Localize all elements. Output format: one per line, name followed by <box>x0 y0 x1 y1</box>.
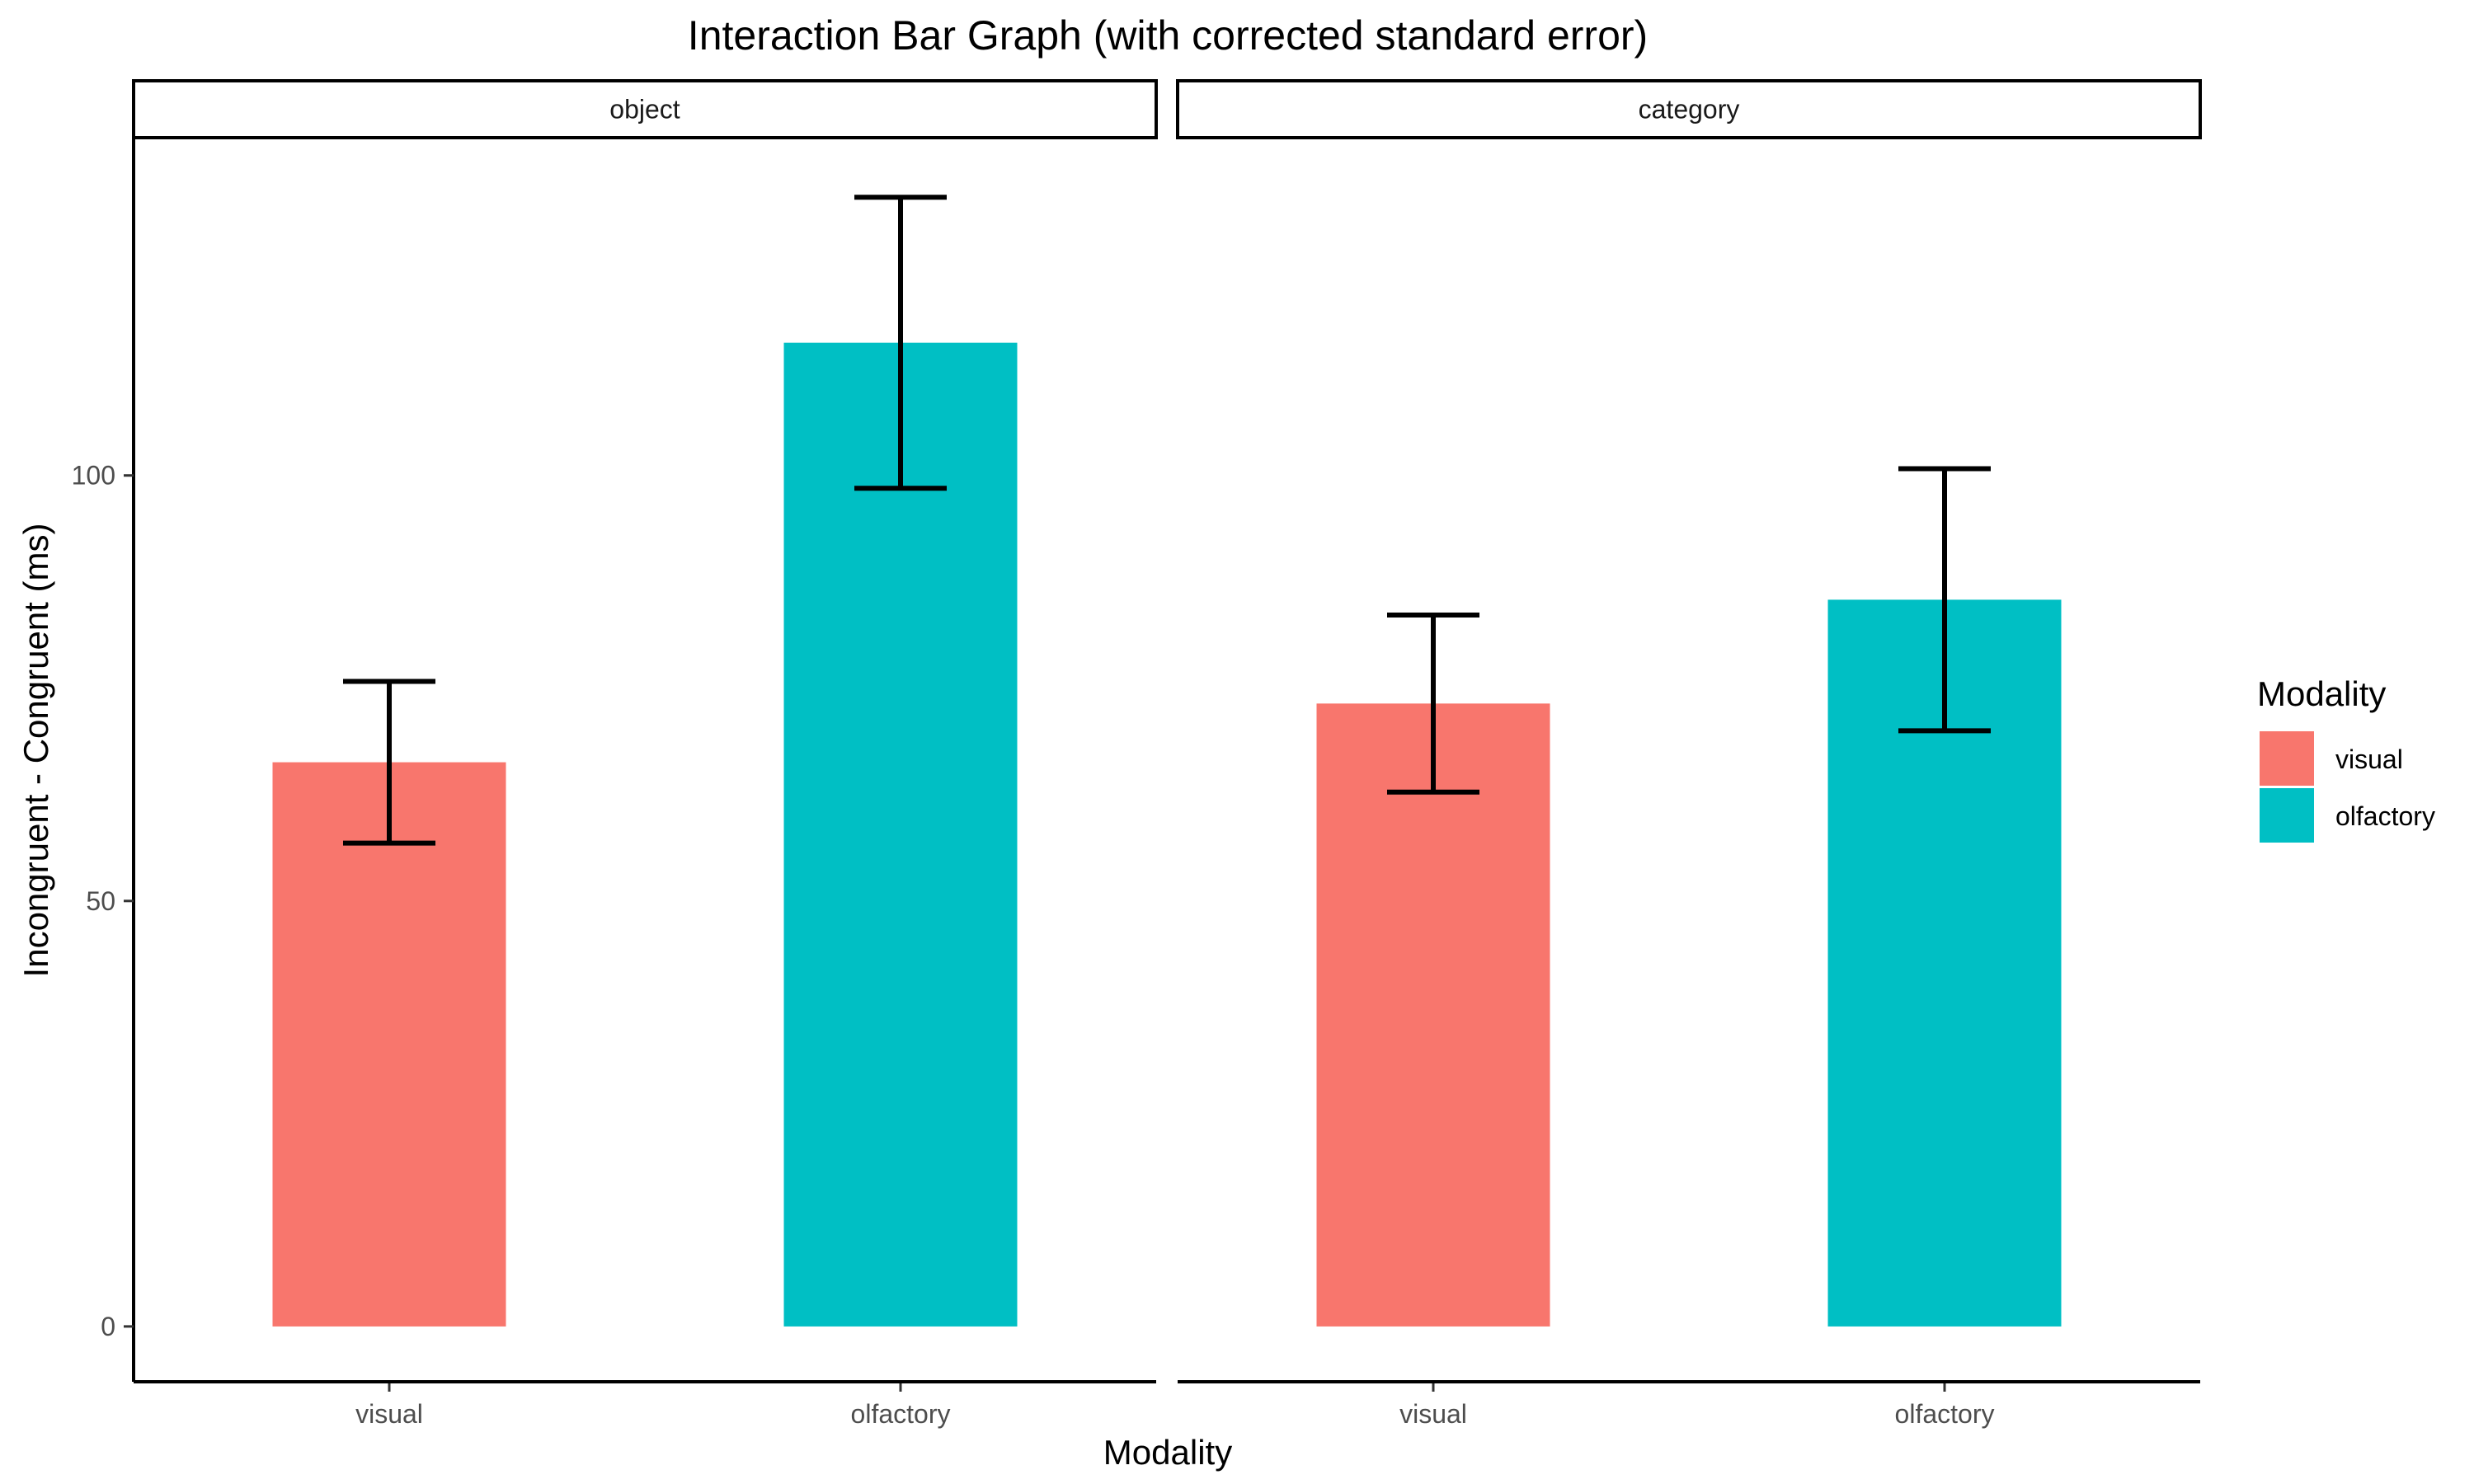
error-bar-category-visual <box>1387 612 1479 795</box>
error-bar-category-olfactory <box>1898 466 1991 734</box>
y-tick-label: 100 <box>72 461 115 491</box>
x-tick-label: visual <box>1399 1399 1467 1429</box>
x-tick-label: olfactory <box>851 1399 951 1429</box>
bar-category-visual <box>1316 703 1550 1327</box>
facet-panel-object: object visual olfactory 0 50 100 <box>72 79 1158 1429</box>
facet-strip-label: object <box>609 95 680 124</box>
error-bar-object-visual <box>343 679 435 846</box>
legend-label-visual: visual <box>2335 744 2403 774</box>
legend-key-olfactory <box>2260 788 2314 843</box>
legend: Modality visual olfactory <box>2257 674 2435 843</box>
legend-key-visual <box>2260 731 2314 786</box>
error-bar-object-olfactory <box>854 195 947 491</box>
legend-label-olfactory: olfactory <box>2335 801 2435 831</box>
facets-layer: object visual olfactory 0 50 100 category visua… <box>72 79 2202 1429</box>
facet-strip <box>132 79 1158 139</box>
legend-items: visual olfactory <box>2260 731 2435 843</box>
legend-title: Modality <box>2257 674 2386 713</box>
y-tick-label: 0 <box>101 1312 115 1341</box>
bar-object-visual <box>272 762 506 1327</box>
x-tick-label: olfactory <box>1895 1399 1995 1429</box>
facet-strip <box>1176 79 2202 139</box>
x-tick-label: visual <box>355 1399 423 1429</box>
y-tick-label: 50 <box>86 886 115 916</box>
facet-strip-label: category <box>1639 95 1740 124</box>
x-axis-title: Modality <box>1103 1433 1232 1472</box>
y-axis-title: Incongruent - Congruent (ms) <box>16 524 55 978</box>
bar-object-olfactory <box>783 342 1018 1327</box>
facet-panel-category: category visual olfactory <box>1176 79 2202 1429</box>
chart-title: Interaction Bar Graph (with corrected st… <box>688 12 1648 59</box>
